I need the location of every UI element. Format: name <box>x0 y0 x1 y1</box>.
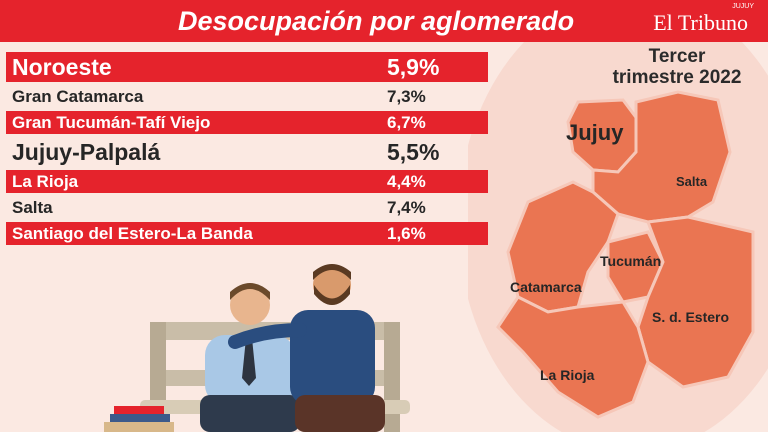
row-value: 5,5% <box>387 138 440 165</box>
man2-hair <box>313 264 351 280</box>
row-value: 5,9% <box>387 53 440 80</box>
row-value: 7,3% <box>387 86 426 106</box>
table-row: Gran Catamarca 7,3% <box>6 85 488 108</box>
row-name: Gran Tucumán-Tafí Viejo <box>12 112 211 132</box>
row-value: 7,4% <box>387 197 426 217</box>
province-map <box>468 42 768 432</box>
map-label-larioja: La Rioja <box>540 367 595 383</box>
region-catamarca <box>506 180 620 314</box>
man2-arm <box>228 323 307 349</box>
table-row: Jujuy-Palpalá 5,5% <box>6 137 488 167</box>
region-sdestero <box>636 215 755 389</box>
map-label-tucuman: Tucumán <box>600 253 662 269</box>
man1-hair <box>230 283 270 300</box>
subtitle-line-2: trimestre 2022 <box>612 67 742 88</box>
row-name: Gran Catamarca <box>12 86 144 106</box>
row-name: Santiago del Estero-La Banda <box>12 223 253 243</box>
unemployment-table: Noroeste 5,9% Gran Catamarca 7,3% Gran T… <box>6 52 488 245</box>
man2-pants <box>295 395 385 432</box>
book-2 <box>114 406 164 414</box>
book-1 <box>110 414 170 422</box>
map-regions <box>496 90 755 419</box>
bench-right-post <box>384 322 400 432</box>
table-row: Santiago del Estero-La Banda 1,6% <box>6 222 488 245</box>
brand-logo: El Tribuno <box>653 10 748 35</box>
row-value: 6,7% <box>387 112 426 132</box>
map-label-catamarca: Catamarca <box>510 279 582 295</box>
map-label-jujuy: Jujuy <box>566 120 624 145</box>
row-name: Jujuy-Palpalá <box>12 138 161 165</box>
row-value: 4,4% <box>387 171 426 191</box>
table-row: Gran Tucumán-Tafí Viejo 6,7% <box>6 111 488 134</box>
map-subtitle: Tercer trimestre 2022 <box>592 46 762 88</box>
brand-region: JUJUY <box>732 3 754 10</box>
region-larioja <box>496 295 650 419</box>
header-bar: Desocupación por aglomerado JUJUY El Tri… <box>0 0 768 42</box>
illustration-men-on-bench <box>104 264 410 432</box>
row-name: La Rioja <box>12 171 79 191</box>
table-row: La Rioja 4,4% <box>6 170 488 193</box>
table-row: Noroeste 5,9% <box>6 52 488 82</box>
subtitle-line-1: Tercer <box>648 46 706 67</box>
man2-beard <box>314 285 350 305</box>
man1-tie <box>242 338 256 386</box>
map-label-salta: Salta <box>676 174 708 189</box>
row-value: 1,6% <box>387 223 426 243</box>
book-3 <box>104 422 174 432</box>
table-row: Salta 7,4% <box>6 196 488 219</box>
man1-pants <box>200 395 300 432</box>
row-name: Salta <box>12 197 53 217</box>
row-name: Noroeste <box>12 53 112 80</box>
man2-head <box>313 266 351 304</box>
page-title: Desocupación por aglomerado <box>178 6 575 36</box>
man1-head <box>230 285 270 325</box>
map-label-sdestero: S. d. Estero <box>652 309 730 325</box>
man2-shirt <box>290 310 375 405</box>
